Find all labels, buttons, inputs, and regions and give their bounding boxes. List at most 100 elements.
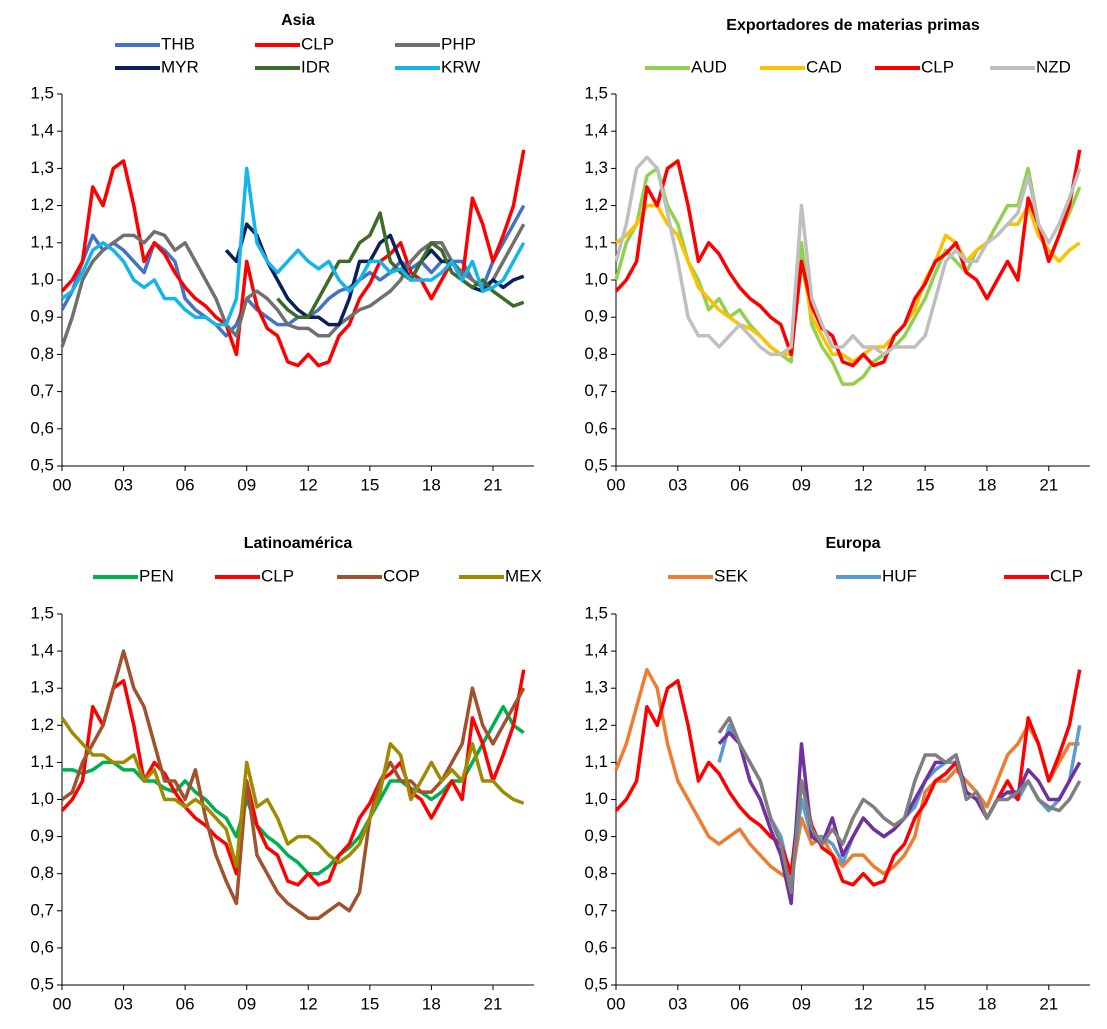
y-tick-label: 0,5 [30,455,54,474]
y-tick-label: 1,0 [30,789,54,808]
x-tick-label: 00 [53,994,72,1013]
series-line [276,211,525,319]
x-tick-label: 06 [730,994,749,1013]
y-tick-label: 0,9 [30,307,54,326]
y-tick-label: 0,5 [30,974,54,993]
chart-title: Latinoamérica [244,535,353,552]
x-tick-label: 15 [916,475,935,494]
x-tick-label: 03 [668,994,687,1013]
x-tick-label: 15 [360,994,379,1013]
chart-title: Exportadores de materias primas [726,17,980,34]
series-line [60,649,526,920]
y-tick-label: 0,6 [584,937,608,956]
chart-title: Asia [281,12,315,29]
y-tick-label: 1,2 [584,195,608,214]
legend-label: PHP [441,34,476,53]
x-tick-label: 21 [1039,994,1058,1013]
series-line [614,149,1082,368]
legend-label: CLP [301,34,334,53]
y-tick-label: 0,9 [30,826,54,845]
x-tick-label: 09 [237,994,256,1013]
x-tick-label: 21 [483,994,502,1013]
x-tick-label: 15 [916,994,935,1013]
y-tick-label: 0,7 [584,381,608,400]
legend-label: COP [383,566,420,585]
y-tick-label: 0,6 [30,937,54,956]
x-tick-label: 12 [854,475,873,494]
series-line [60,166,526,327]
y-tick-label: 1,3 [30,678,54,697]
series-line [614,155,1082,357]
x-tick-label: 00 [53,475,72,494]
y-tick-label: 1,5 [30,603,54,622]
x-tick-label: 15 [360,475,379,494]
legend-label: KRW [441,57,480,76]
y-tick-label: 0,8 [30,344,54,363]
y-tick-label: 1,3 [584,678,608,697]
legend-label: MYR [161,57,199,76]
y-tick-label: 1,3 [584,158,608,177]
x-tick-label: 21 [483,475,502,494]
y-tick-label: 0,7 [30,900,54,919]
y-tick-label: 1,5 [584,603,608,622]
y-tick-label: 1,3 [30,158,54,177]
y-tick-label: 1,4 [30,641,54,660]
x-tick-label: 00 [607,475,626,494]
y-tick-label: 0,9 [584,307,608,326]
x-tick-label: 06 [176,994,195,1013]
x-tick-label: 09 [792,475,811,494]
y-tick-label: 0,6 [30,418,54,437]
legend-label: CLP [261,566,294,585]
chart-title: Europa [825,535,880,552]
legend-label: CLP [1050,566,1083,585]
y-tick-label: 0,6 [584,418,608,437]
series-line [62,705,525,876]
y-tick-label: 1,2 [584,715,608,734]
x-tick-label: 12 [854,994,873,1013]
series-line [60,669,526,887]
x-tick-label: 18 [977,994,996,1013]
x-tick-label: 00 [607,994,626,1013]
series-line [60,204,526,338]
series-line [60,223,526,348]
x-tick-label: 06 [176,475,195,494]
y-tick-label: 1,1 [584,752,608,771]
x-tick-label: 03 [114,475,133,494]
y-tick-label: 0,7 [584,900,608,919]
series-line [614,667,1080,883]
legend-label: HUF [882,566,917,585]
series-line [614,669,1082,887]
y-tick-label: 0,5 [584,455,608,474]
y-tick-label: 1,0 [584,789,608,808]
legend-label: THB [161,34,195,53]
series-line [614,203,1081,364]
y-tick-label: 0,5 [584,974,608,993]
y-tick-label: 1,5 [30,83,54,102]
series-line [717,716,1082,894]
legend-label: NZD [1036,57,1071,76]
legend-label: CLP [921,57,954,76]
panel: Asia 0,5 0,6 0,7 0,8 0,9 1,0 1,1 1,2 1,3 1,4 1,5 00 0… [30,12,534,494]
y-tick-label: 1,4 [30,121,54,140]
legend-label: PEN [139,566,174,585]
y-tick-label: 1,1 [30,752,54,771]
y-tick-label: 1,1 [584,232,608,251]
x-tick-label: 12 [299,994,318,1013]
x-tick-label: 12 [299,475,318,494]
x-tick-label: 09 [792,994,811,1013]
legend-label: AUD [691,57,727,76]
series-line [60,716,525,869]
y-tick-label: 1,0 [30,269,54,288]
y-tick-label: 1,2 [30,715,54,734]
x-tick-label: 21 [1039,475,1058,494]
y-tick-label: 1,2 [30,195,54,214]
x-tick-label: 06 [730,475,749,494]
y-tick-label: 1,1 [30,232,54,251]
panel: Latinoamérica 0,5 0,6 0,7 0,8 0,9 1,0 1,1 1,2 1,3… [30,535,541,1013]
y-tick-label: 0,7 [30,381,54,400]
series-line [60,149,526,368]
y-tick-label: 0,8 [584,863,608,882]
y-tick-label: 1,5 [584,83,608,102]
